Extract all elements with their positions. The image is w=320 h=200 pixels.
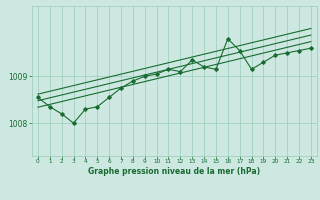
X-axis label: Graphe pression niveau de la mer (hPa): Graphe pression niveau de la mer (hPa) (88, 167, 260, 176)
